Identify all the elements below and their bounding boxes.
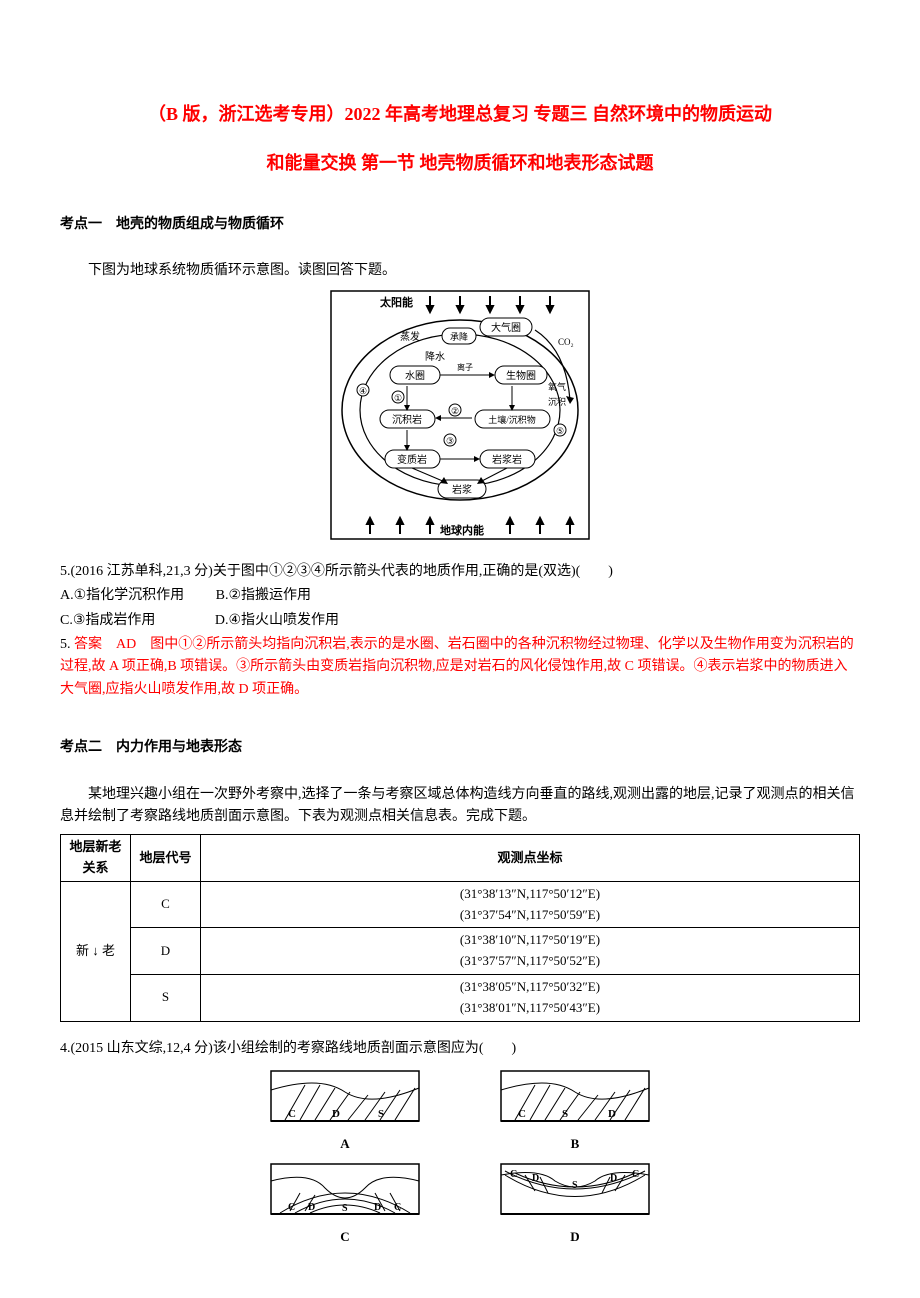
coord: (31°38′13″N,117°50′12″E) [207, 884, 853, 905]
cell-code-d: D [131, 928, 201, 975]
coord: (31°38′10″N,117°50′19″E) [207, 930, 853, 951]
svg-text:③: ③ [446, 436, 454, 446]
coord: (31°37′57″N,117°50′52″E) [207, 951, 853, 972]
lbl-sedrock: 沉积岩 [392, 413, 422, 426]
svg-text:D: D [532, 1173, 539, 1184]
caption-a: A [270, 1134, 420, 1155]
svg-text:D: D [374, 1202, 381, 1213]
svg-text:S: S [378, 1108, 384, 1120]
q5-optB: B.②指搬运作用 [216, 588, 311, 603]
lbl-bio: 生物圈 [506, 369, 536, 382]
coord: (31°38′05″N,117°50′32″E) [207, 977, 853, 998]
diagram-row-2: C D S D C C C [270, 1163, 650, 1248]
svg-text:D: D [610, 1173, 617, 1184]
q5-optD: D.④指火山喷发作用 [215, 613, 339, 628]
lbl-evap: 蒸发 [400, 330, 420, 343]
option-a-diagram: C D S A [270, 1070, 420, 1155]
svg-text:沉积: 沉积 [548, 396, 566, 407]
svg-text:⑤: ⑤ [556, 426, 564, 436]
caption-b: B [500, 1134, 650, 1155]
cell-relation: 新 ↓ 老 [61, 881, 131, 1021]
svg-text:C: C [394, 1202, 401, 1213]
th-relation: 地层新老关系 [61, 835, 131, 882]
caption-d: D [500, 1227, 650, 1248]
lbl-hydro: 水圈 [405, 370, 425, 382]
table-row: D (31°38′10″N,117°50′19″E) (31°37′57″N,1… [61, 928, 860, 975]
lbl-co2: CO₂ [558, 337, 574, 347]
lbl-bottom: 地球内能 [440, 523, 484, 537]
lbl-magrock: 岩浆岩 [492, 453, 522, 466]
lbl-oxy: 离子 [457, 362, 473, 372]
lbl-atmo: 大气圈 [491, 321, 521, 334]
svg-text:①: ① [394, 393, 402, 403]
table-header-row: 地层新老关系 地层代号 观测点坐标 [61, 835, 860, 882]
cell-coords-s: (31°38′05″N,117°50′32″E) (31°38′01″N,117… [201, 975, 860, 1022]
q4-stem: 4.(2015 山东文综,12,4 分)该小组绘制的考察路线地质剖面示意图应为(… [60, 1038, 860, 1060]
svg-text:D: D [332, 1108, 340, 1120]
cell-coords-d: (31°38′10″N,117°50′19″E) (31°37′57″N,117… [201, 928, 860, 975]
q5-optA: A.①指化学沉积作用 [60, 588, 184, 603]
svg-text:S: S [572, 1180, 578, 1191]
q5-anspre: 5. [60, 637, 71, 652]
svg-text:C: C [288, 1108, 296, 1120]
observation-table: 地层新老关系 地层代号 观测点坐标 新 ↓ 老 C (31°38′13″N,11… [60, 834, 860, 1021]
q5-answer-block: 5. 答案 AD 图中①②所示箭头均指向沉积岩,表示的是水圈、岩石圈中的各种沉积… [60, 634, 860, 701]
svg-text:D: D [608, 1108, 616, 1120]
title-text-1: （B 版，浙江选考专用）2022 年高考地理总复习 专题三 自然环境中的物质运动 [148, 104, 772, 124]
svg-text:D: D [308, 1202, 315, 1213]
caption-c: C [270, 1227, 420, 1248]
coord: (31°38′01″N,117°50′43″E) [207, 998, 853, 1019]
svg-text:②: ② [451, 406, 459, 416]
svg-text:C: C [288, 1202, 295, 1213]
table-row: 新 ↓ 老 C (31°38′13″N,117°50′12″E) (31°37′… [61, 881, 860, 928]
coord: (31°37′54″N,117°50′59″E) [207, 905, 853, 926]
option-b-diagram: C S D B [500, 1070, 650, 1155]
th-code: 地层代号 [131, 835, 201, 882]
q5-optCD: C.③指成岩作用 D.④指火山喷发作用 [60, 610, 860, 632]
lbl-oxy2: 氧气 [548, 381, 566, 392]
figure-system-cycle: 太阳能 大气圈 CO₂ 蒸发 承降 降水 水圈 生物圈 离子 氧气 沉 [60, 290, 860, 548]
q5-stem: 5.(2016 江苏单科,21,3 分)关于图中①②③④所示箭头代表的地质作用,… [60, 561, 860, 583]
cell-code-c: C [131, 881, 201, 928]
svg-text:S: S [562, 1108, 568, 1120]
q5-answer: 答案 AD 图中①②所示箭头均指向沉积岩,表示的是水圈、岩石圈中的各种沉积物经过… [60, 637, 854, 697]
svg-text:C: C [510, 1169, 517, 1180]
svg-text:④: ④ [359, 386, 367, 396]
lbl-top: 太阳能 [379, 295, 413, 309]
cycle-diagram-svg: 太阳能 大气圈 CO₂ 蒸发 承降 降水 水圈 生物圈 离子 氧气 沉 [330, 290, 590, 540]
svg-text:S: S [342, 1203, 348, 1214]
table-row: S (31°38′05″N,117°50′32″E) (31°38′01″N,1… [61, 975, 860, 1022]
section1-heading: 考点一 地壳的物质组成与物质循环 [60, 214, 860, 236]
cell-coords-c: (31°38′13″N,117°50′12″E) (31°37′54″N,117… [201, 881, 860, 928]
q5-optAB: A.①指化学沉积作用 B.②指搬运作用 [60, 585, 860, 607]
cell-code-s: S [131, 975, 201, 1022]
document-title-line2: 和能量交换 第一节 地壳物质循环和地表形态试题 [60, 149, 860, 178]
th-coord: 观测点坐标 [201, 835, 860, 882]
section1-intro: 下图为地球系统物质循环示意图。读图回答下题。 [60, 260, 860, 282]
svg-text:C: C [518, 1108, 526, 1120]
section2-heading: 考点二 内力作用与地表形态 [60, 737, 860, 759]
lbl-meta: 变质岩 [397, 453, 427, 466]
lbl-rain: 降水 [425, 350, 445, 363]
svg-text:C: C [632, 1169, 639, 1180]
section2-intro: 某地理兴趣小组在一次野外考察中,选择了一条与考察区域总体构造线方向垂直的路线,观… [60, 784, 860, 829]
diagram-row-1: C D S A C S D [270, 1070, 650, 1155]
title-text-2: 和能量交换 第一节 地壳物质循环和地表形态试题 [267, 153, 654, 173]
document-title-line1: （B 版，浙江选考专用）2022 年高考地理总复习 专题三 自然环境中的物质运动 [60, 100, 860, 129]
lbl-rain-box: 承降 [450, 331, 468, 342]
lbl-magma: 岩浆 [452, 483, 472, 496]
q5-optC: C.③指成岩作用 [60, 613, 155, 628]
lbl-soil: 土壤/沉积物 [488, 414, 536, 425]
option-c-diagram: C D S D C C [270, 1163, 420, 1248]
q4-option-diagrams: C D S A C S D [60, 1070, 860, 1248]
option-d-diagram: C D S D C D [500, 1163, 650, 1248]
